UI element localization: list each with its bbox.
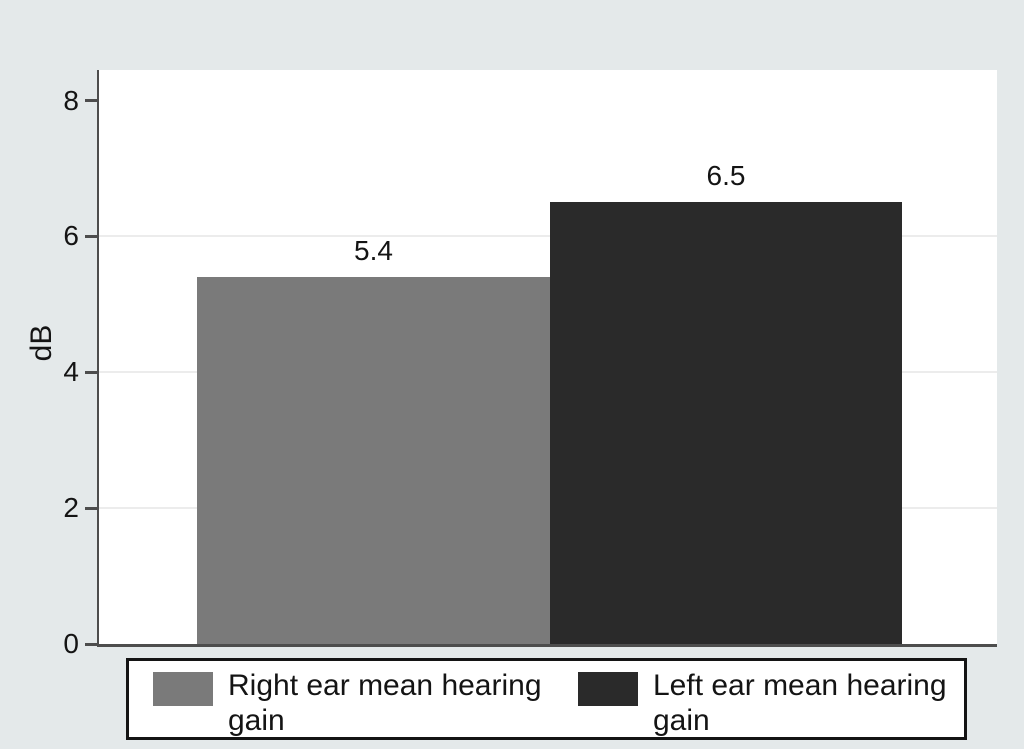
legend-item-left-ear: Left ear mean hearing gain — [578, 668, 964, 738]
y-tick-label-0: 0 — [63, 628, 79, 659]
y-tick-mark-4 — [85, 370, 97, 374]
legend-swatch-right-ear — [153, 672, 213, 706]
y-tick-label-4: 4 — [63, 356, 79, 388]
bar-value-label-left-ear-mean-hearing-gain: 6.5 — [706, 160, 746, 192]
bar-right-ear-mean-hearing-gain — [197, 277, 550, 644]
y-tick-mark-2 — [85, 506, 97, 510]
bar-value-label-right-ear-mean-hearing-gain: 5.4 — [354, 235, 393, 267]
legend: Right ear mean hearing gain Left ear mea… — [126, 658, 967, 740]
plot-area: 0 2 4 6 8 5.4 6.5 — [63, 70, 997, 659]
y-tick-label-8: 8 — [63, 84, 79, 116]
y-tick-label-2: 2 — [63, 492, 79, 524]
legend-swatch-left-ear — [578, 672, 638, 706]
y-tick-mark-8 — [85, 99, 97, 103]
y-tick-mark-6 — [85, 234, 97, 238]
legend-label-left-ear: Left ear mean hearing gain — [653, 669, 947, 737]
legend-label-right-ear: Right ear mean hearing gain — [228, 669, 542, 737]
y-tick-label-6: 6 — [63, 220, 79, 252]
legend-item-right-ear: Right ear mean hearing gain — [153, 668, 578, 738]
gridline-y-6 — [99, 235, 997, 238]
bar-left-ear-mean-hearing-gain — [550, 202, 902, 644]
y-tick-mark-0 — [85, 642, 97, 646]
